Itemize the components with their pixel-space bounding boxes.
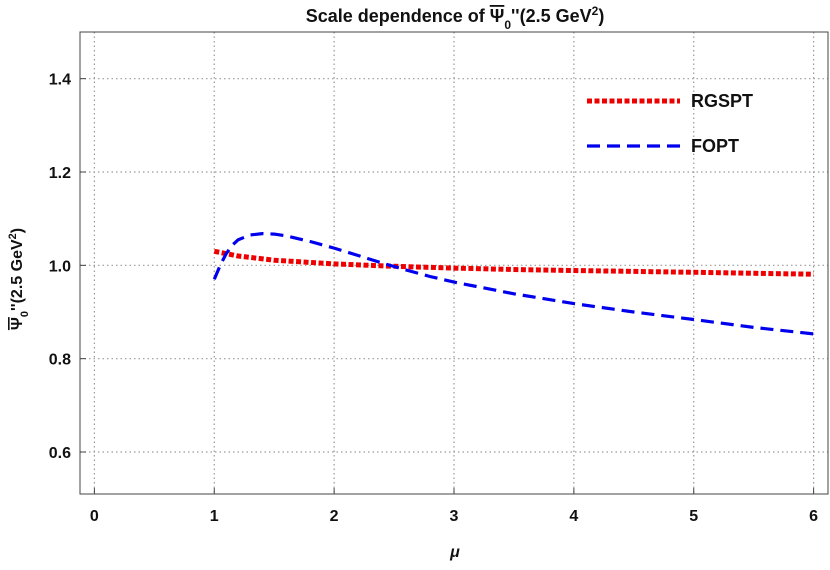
series-line-fopt <box>212 231 814 336</box>
y-tick-label: 1.0 <box>49 258 71 275</box>
x-tick-label: 4 <box>569 508 578 525</box>
legend-item-rgspt: RGSPT <box>587 91 753 111</box>
grid <box>80 32 828 494</box>
chart-title: Scale dependence of Ψ0''(2.5 GeV2) <box>306 4 605 32</box>
legend-label: FOPT <box>691 136 739 156</box>
series-line-rgspt <box>213 248 814 277</box>
axis-ticks: 0 1 2 3 4 5 6 0.6 0.8 1.0 1.2 1.4 <box>49 72 818 525</box>
x-tick-label: 6 <box>809 508 818 525</box>
x-tick-label: 2 <box>330 508 339 525</box>
legend-item-fopt: FOPT <box>587 136 739 156</box>
x-tick-label: 5 <box>689 508 698 525</box>
x-axis-label: μ <box>449 544 460 561</box>
legend: RGSPT FOPT <box>587 91 753 156</box>
y-axis-label: Ψ0''(2.5 GeV2) <box>7 228 31 330</box>
x-tick-label: 1 <box>210 508 219 525</box>
y-tick-label: 0.8 <box>49 352 71 369</box>
y-tick-label: 1.4 <box>49 72 71 89</box>
y-tick-label: 0.6 <box>49 445 71 462</box>
series-layer <box>212 231 814 336</box>
x-tick-label: 0 <box>90 508 99 525</box>
y-tick-label: 1.2 <box>49 165 71 182</box>
x-tick-label: 3 <box>450 508 459 525</box>
legend-label: RGSPT <box>691 91 753 111</box>
